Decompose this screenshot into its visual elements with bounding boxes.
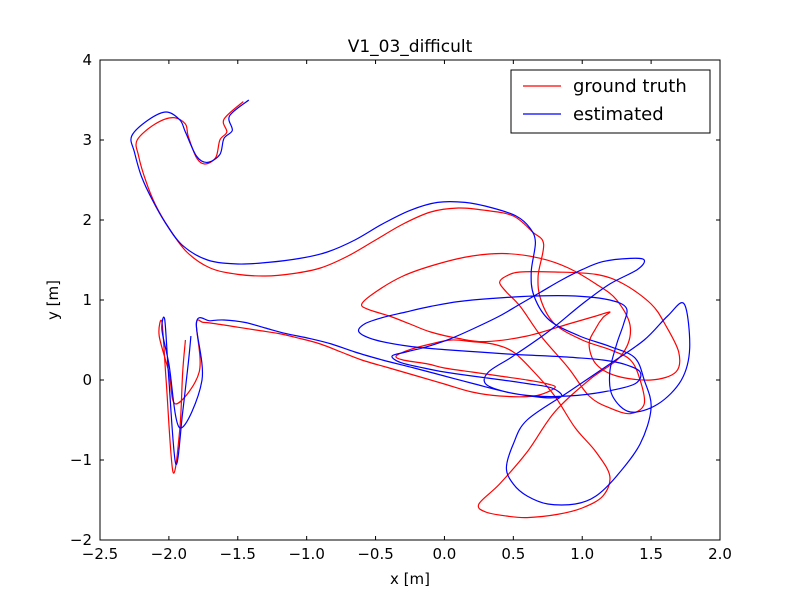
x-tick-label: −0.5: [357, 545, 393, 563]
y-tick-label: −2: [70, 531, 92, 549]
x-tick-label: −1.5: [220, 545, 256, 563]
x-tick-label: 2.0: [708, 545, 732, 563]
y-tick-label: −1: [70, 451, 92, 469]
legend-label-ground-truth: ground truth: [573, 76, 687, 97]
x-tick-label: −2.5: [82, 545, 118, 563]
series-layer: [130, 99, 691, 519]
legend: ground truth estimated: [510, 69, 711, 134]
y-tick-label: 0: [82, 371, 92, 389]
x-tick-label: −1.0: [288, 545, 324, 563]
x-tick-label: −2.0: [151, 545, 187, 563]
x-axis-ticks: −2.5 −2.0 −1.5 −1.0 −0.5 0.0 0.5 1.0 1.5 2.0: [82, 60, 732, 563]
legend-label-estimated: estimated: [573, 104, 664, 125]
x-tick-label: 0.5: [501, 545, 525, 563]
y-axis-ticks: −2 −1 0 1 2 3 4: [70, 51, 720, 549]
y-tick-label: 2: [82, 211, 92, 229]
y-tick-label: 1: [82, 291, 92, 309]
x-tick-label: 1.0: [570, 545, 594, 563]
chart-title: V1_03_difficult: [348, 37, 473, 57]
legend-box: [510, 69, 711, 134]
series-line-estimated: [130, 99, 691, 506]
y-axis-label: y [m]: [44, 280, 62, 320]
x-tick-label: 0.0: [433, 545, 457, 563]
x-tick-label: 1.5: [639, 545, 663, 563]
y-tick-label: 3: [82, 131, 92, 149]
y-tick-label: 4: [82, 51, 92, 69]
x-axis-label: x [m]: [390, 570, 430, 588]
